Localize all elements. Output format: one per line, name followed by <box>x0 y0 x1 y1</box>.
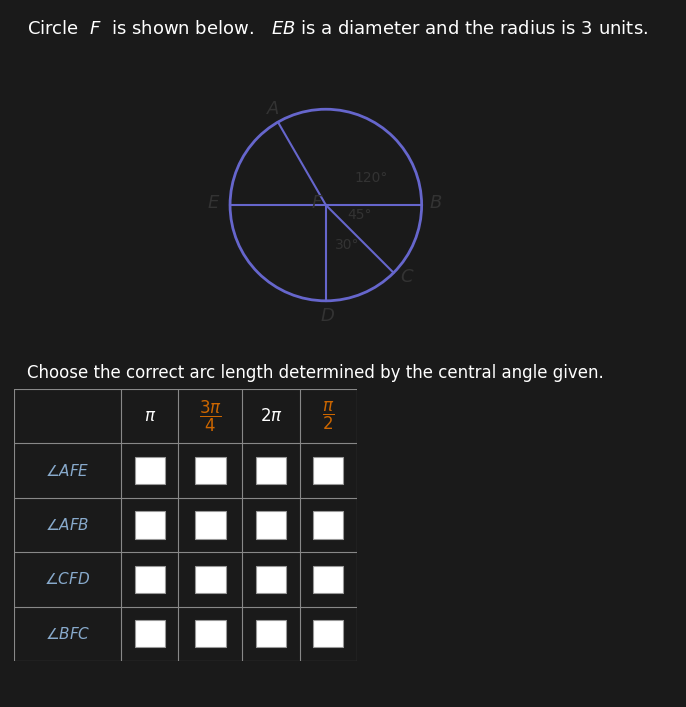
Text: $\it{A}$: $\it{A}$ <box>266 100 280 117</box>
FancyBboxPatch shape <box>196 511 226 539</box>
FancyBboxPatch shape <box>134 620 165 648</box>
FancyBboxPatch shape <box>134 511 165 539</box>
Text: $2\pi$: $2\pi$ <box>259 407 283 425</box>
Text: 45°: 45° <box>347 208 371 221</box>
FancyBboxPatch shape <box>256 620 286 648</box>
FancyBboxPatch shape <box>196 457 226 484</box>
Text: $\it{C}$: $\it{C}$ <box>400 267 414 286</box>
Text: Circle  $\it{F}$  is shown below.   $\it{EB}$ is a diameter and the radius is 3 : Circle $\it{F}$ is shown below. $\it{EB}… <box>27 20 648 37</box>
Text: $\it{F}$: $\it{F}$ <box>311 194 324 212</box>
Text: $\it{E}$: $\it{E}$ <box>207 194 220 212</box>
FancyBboxPatch shape <box>196 620 226 648</box>
FancyBboxPatch shape <box>313 566 343 593</box>
Text: 30°: 30° <box>335 238 360 252</box>
FancyBboxPatch shape <box>313 457 343 484</box>
FancyBboxPatch shape <box>134 457 165 484</box>
FancyBboxPatch shape <box>196 566 226 593</box>
Text: $\it{B}$: $\it{B}$ <box>429 194 442 212</box>
Text: Choose the correct arc length determined by the central angle given.: Choose the correct arc length determined… <box>27 364 604 382</box>
Text: $\angle BFC$: $\angle BFC$ <box>45 626 91 642</box>
FancyBboxPatch shape <box>313 620 343 648</box>
Text: 120°: 120° <box>355 171 388 185</box>
Text: $\dfrac{3\pi}{4}$: $\dfrac{3\pi}{4}$ <box>199 399 222 433</box>
Text: $\angle CFD$: $\angle CFD$ <box>45 571 91 588</box>
FancyBboxPatch shape <box>313 511 343 539</box>
Text: $\angle AFE$: $\angle AFE$ <box>45 462 90 479</box>
Text: $\dfrac{\pi}{2}$: $\dfrac{\pi}{2}$ <box>322 400 335 432</box>
Text: $\it{D}$: $\it{D}$ <box>320 307 335 325</box>
FancyBboxPatch shape <box>256 566 286 593</box>
Text: $\pi$: $\pi$ <box>144 407 156 425</box>
FancyBboxPatch shape <box>256 457 286 484</box>
FancyBboxPatch shape <box>134 566 165 593</box>
FancyBboxPatch shape <box>256 511 286 539</box>
Text: $\angle AFB$: $\angle AFB$ <box>45 517 90 533</box>
